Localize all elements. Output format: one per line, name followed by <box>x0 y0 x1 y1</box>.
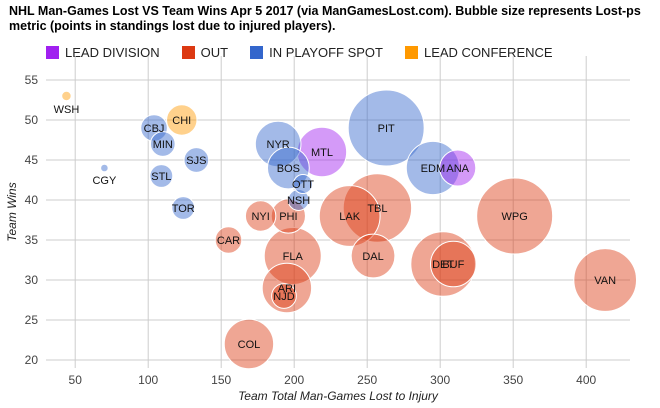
x-tick-label: 250 <box>357 373 377 387</box>
chart-title: NHL Man-Games Lost VS Team Wins Apr 5 20… <box>9 4 641 33</box>
x-tick-label: 300 <box>430 373 450 387</box>
bubble-label-wpg: WPG <box>502 211 528 223</box>
bubble-ana[interactable] <box>439 149 477 187</box>
bubble-label-nyi: NYI <box>251 211 269 223</box>
legend-item-lead-conference[interactable]: LEAD CONFERENCE <box>404 44 553 60</box>
bubble-layer <box>61 89 638 370</box>
x-tick-label: 50 <box>69 373 83 387</box>
legend-swatch-lead-division <box>46 45 59 59</box>
y-tick-label: 55 <box>25 73 39 87</box>
bubble-label-lak: LAK <box>339 211 360 223</box>
bubble-label-nsh: NSH <box>287 195 310 207</box>
bubble-chi[interactable] <box>166 104 198 136</box>
bubble-label-dal: DAL <box>362 251 383 263</box>
x-tick-label: 150 <box>211 373 231 387</box>
bubble-label-wsh: WSH <box>54 104 80 116</box>
bubble-wsh[interactable] <box>61 90 72 102</box>
legend-label-in-playoff-spot: IN PLAYOFF SPOT <box>269 44 383 60</box>
bubble-label-bos: BOS <box>277 163 300 175</box>
bubble-label-stl: STL <box>151 171 171 183</box>
bubble-njd[interactable] <box>271 283 297 309</box>
bubble-label-mtl: MTL <box>311 147 333 159</box>
bubble-pit[interactable] <box>347 89 425 167</box>
bubble-ott[interactable] <box>292 174 313 194</box>
bubble-tbl[interactable] <box>342 173 413 243</box>
bubble-label-cbj: CBJ <box>144 123 165 135</box>
legend-item-out[interactable]: OUT <box>181 44 229 60</box>
bubble-label-cgy: CGY <box>92 175 117 187</box>
bubble-mtl[interactable] <box>296 126 348 178</box>
bubble-nsh[interactable] <box>287 189 310 211</box>
bubble-label-sjs: SJS <box>186 155 206 167</box>
x-axis-label: Team Total Man-Games Lost to Injury <box>238 389 439 403</box>
bubble-label-buf: BUF <box>442 259 464 271</box>
bubble-label-pit: PIT <box>378 123 395 135</box>
bubble-label-car: CAR <box>217 235 240 247</box>
bubble-buf[interactable] <box>430 240 477 288</box>
bubble-ari[interactable] <box>261 262 313 314</box>
bubble-label-tbl: TBL <box>367 203 387 215</box>
x-tick-label: 400 <box>576 373 596 387</box>
label-layer: WSH CHI CBJ MIN SJS STL CGY TOR NYR BOS MTL PIT OTT N… <box>54 104 617 351</box>
y-axis-label: Team Wins <box>5 182 19 241</box>
y-tick-label: 30 <box>25 273 39 287</box>
bubble-van[interactable] <box>573 248 638 312</box>
legend-swatch-in-playoff-spot <box>250 45 264 59</box>
bubble-label-njd: NJD <box>273 291 294 303</box>
bubble-wpg[interactable] <box>476 177 554 255</box>
legend-swatch-out <box>181 45 195 59</box>
legend-swatch-lead-conference <box>404 45 418 59</box>
bubble-bos[interactable] <box>266 146 310 190</box>
legend-item-lead-division[interactable]: LEAD DIVISION <box>46 45 160 60</box>
bubble-nyi[interactable] <box>244 200 277 232</box>
bubble-min[interactable] <box>149 131 176 157</box>
bubble-label-min: MIN <box>153 139 173 151</box>
bubble-label-van: VAN <box>594 275 616 287</box>
bubble-label-edm: EDM <box>421 163 445 175</box>
bubble-lak[interactable] <box>318 185 381 247</box>
legend-label-lead-conference: LEAD CONFERENCE <box>423 44 553 60</box>
bubble-car[interactable] <box>214 226 243 254</box>
x-tick-label: 350 <box>503 373 523 387</box>
bubble-sjs[interactable] <box>183 147 210 173</box>
grid-layer <box>46 56 630 368</box>
bubble-col[interactable] <box>223 318 275 370</box>
bubble-tor[interactable] <box>171 196 196 220</box>
x-tick-label: 200 <box>284 373 304 387</box>
bubble-label-chi: CHI <box>172 115 191 127</box>
y-tick-label: 25 <box>25 313 39 327</box>
legend: LEAD DIVISION OUT IN PLAYOFF SPOT LEAD C… <box>46 44 575 60</box>
legend-label-lead-division: LEAD DIVISION <box>65 44 160 60</box>
y-tick-label: 40 <box>25 193 39 207</box>
bubble-det[interactable] <box>410 231 476 297</box>
bubble-label-ari: ARI <box>278 283 296 295</box>
tick-layer: 50 100 150 200 250 300 350 400 20 25 30 35 40 45 50 55 <box>25 73 597 387</box>
legend-label-out: OUT <box>200 44 229 60</box>
bubble-cbj[interactable] <box>140 114 168 142</box>
bubble-label-det: DET <box>432 259 454 271</box>
bubble-dal[interactable] <box>350 233 396 279</box>
bubble-fla[interactable] <box>263 227 322 285</box>
bubble-label-tor: TOR <box>172 203 195 215</box>
y-tick-label: 45 <box>25 153 39 167</box>
bubble-label-nyr: NYR <box>267 139 290 151</box>
bubble-nyr[interactable] <box>254 120 302 168</box>
bubble-label-phi: PHI <box>279 211 297 223</box>
legend-item-in-playoff-spot[interactable]: IN PLAYOFF SPOT <box>250 45 383 60</box>
bubble-label-ott: OTT <box>292 179 314 191</box>
bubble-stl[interactable] <box>149 164 174 188</box>
y-tick-label: 50 <box>25 113 39 127</box>
bubble-label-col: COL <box>238 339 261 351</box>
x-tick-label: 100 <box>138 373 158 387</box>
y-tick-label: 35 <box>25 233 39 247</box>
bubble-label-ana: ANA <box>446 163 469 175</box>
y-tick-label: 20 <box>25 353 39 367</box>
bubble-cgy[interactable] <box>100 163 109 173</box>
bubble-label-fla: FLA <box>283 251 304 263</box>
